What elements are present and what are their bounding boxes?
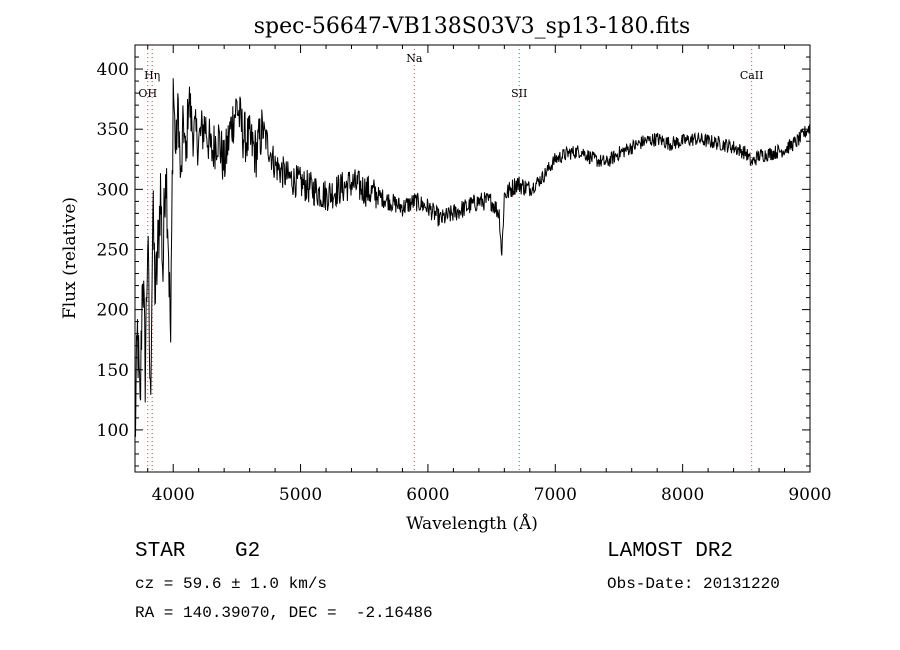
y-axis-ticks: 100 150 200 250 300 350 400 xyxy=(97,44,810,467)
spectrum-line xyxy=(134,78,811,437)
ra-dec-coords: RA = 140.39070, DEC = -2.16486 xyxy=(135,604,433,622)
subclass: G2 xyxy=(235,540,261,563)
y-tick-label: 400 xyxy=(97,60,129,80)
x-axis-label: Wavelength (Å) xyxy=(406,513,538,534)
y-axis-label: Flux (relative) xyxy=(60,197,80,319)
line-marker-label: CaII xyxy=(740,69,764,82)
line-marker-label: SII xyxy=(511,87,527,100)
y-tick-label: 250 xyxy=(97,240,129,260)
y-tick-label: 350 xyxy=(97,120,129,140)
survey-name: LAMOST DR2 xyxy=(607,540,734,563)
line-marker-label: Hη xyxy=(144,69,160,82)
plot-frame xyxy=(134,44,811,473)
x-tick-label: 6000 xyxy=(406,485,449,505)
x-tick-label: 7000 xyxy=(534,485,577,505)
y-tick-label: 150 xyxy=(97,361,129,381)
x-tick-label: 5000 xyxy=(279,485,322,505)
object-class: STAR xyxy=(135,540,186,563)
chart-title: spec-56647-VB138S03V3_sp13-180.fits xyxy=(254,14,691,39)
x-axis-ticks: 4000 5000 6000 7000 8000 9000 xyxy=(147,45,832,505)
line-marker-label: OH xyxy=(138,87,157,100)
x-tick-label: 8000 xyxy=(661,485,704,505)
redshift-cz: cz = 59.6 ± 1.0 km/s xyxy=(135,575,328,593)
x-tick-label: 9000 xyxy=(788,485,831,505)
y-tick-label: 300 xyxy=(97,180,129,200)
y-tick-label: 200 xyxy=(97,301,129,321)
line-markers: Hη OH Na SII CaII xyxy=(138,45,764,472)
line-marker-label: Na xyxy=(406,52,423,65)
y-tick-label: 100 xyxy=(97,421,129,441)
x-tick-label: 4000 xyxy=(152,485,195,505)
obs-date: Obs-Date: 20131220 xyxy=(607,575,780,593)
